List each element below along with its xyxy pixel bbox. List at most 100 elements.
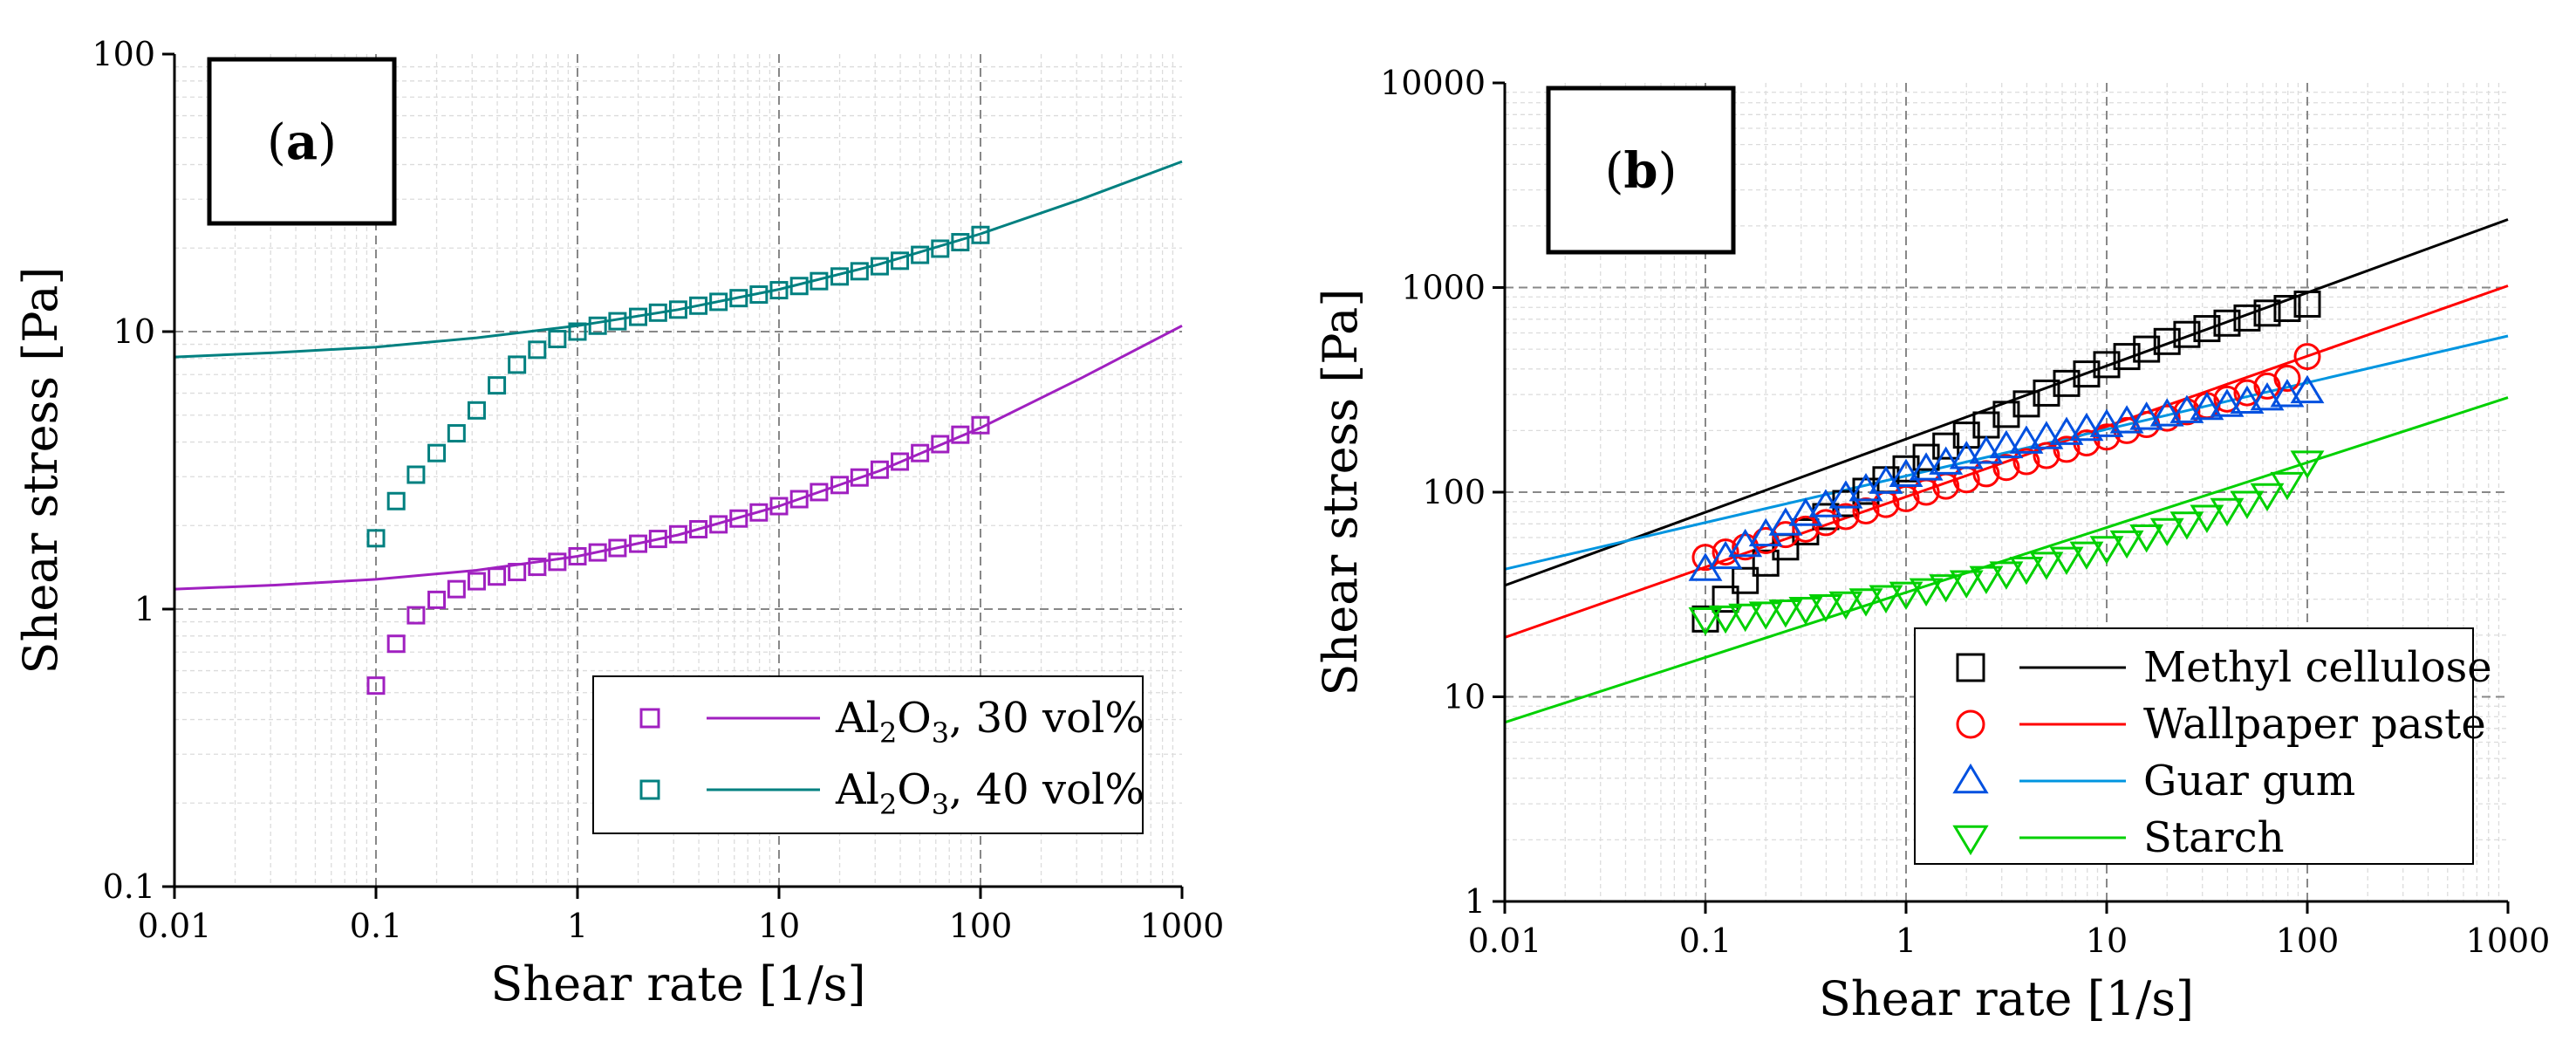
data-point [467, 401, 486, 420]
x-tick-label: 1 [567, 907, 588, 945]
data-point [2230, 490, 2265, 519]
legend-label: Starch [2143, 813, 2285, 862]
panel-label-box [207, 57, 397, 226]
data-point [911, 245, 930, 264]
x-tick-label: 100 [2276, 922, 2340, 960]
y-tick-label: 1 [134, 590, 155, 628]
data-point [2290, 374, 2325, 404]
data-point [2169, 511, 2204, 540]
data-point [648, 530, 667, 549]
data-point [2029, 552, 2064, 580]
data-point [2190, 504, 2224, 533]
data-point [830, 476, 850, 495]
data-point [2290, 450, 2325, 479]
legend-entry: Guar gum [1952, 757, 2355, 805]
fit-line-2 [1504, 284, 2509, 639]
data-point [709, 292, 728, 312]
data-point [810, 271, 829, 291]
legend-entry: Wallpaper paste [1956, 700, 2486, 749]
x-tick-label: 1 [1896, 922, 1917, 960]
x-tick-label: 0.01 [138, 907, 212, 945]
data-point [1949, 441, 1984, 469]
data-point [1869, 585, 1903, 613]
legend-marker [1952, 763, 1989, 794]
data-point [729, 289, 748, 308]
data-point [608, 538, 627, 558]
data-point [548, 330, 567, 349]
data-point [1708, 605, 1743, 634]
series-4-points [1688, 450, 2325, 636]
data-point [528, 558, 547, 577]
data-point [2029, 421, 2064, 449]
data-point [749, 285, 769, 305]
data-point [2250, 381, 2285, 411]
data-point [2293, 343, 2321, 371]
data-point [729, 509, 748, 528]
data-point [2009, 556, 2044, 586]
y-tick-label: 100 [1422, 473, 1486, 511]
fit-line-2 [174, 160, 1183, 359]
data-point [789, 490, 809, 509]
panel-label: (b) [1605, 142, 1677, 200]
data-point [2149, 517, 2184, 547]
data-point [2049, 546, 2084, 576]
legend-marker [639, 779, 660, 800]
data-point [366, 529, 386, 548]
data-point [2190, 391, 2224, 421]
data-point [2093, 351, 2121, 379]
data-point [588, 543, 607, 562]
data-point [749, 503, 769, 522]
data-point [548, 552, 567, 572]
x-tick-label: 1000 [1140, 907, 1225, 945]
data-point [870, 257, 889, 276]
data-point [951, 425, 970, 444]
data-point [951, 233, 970, 252]
data-point [2012, 390, 2040, 418]
panel-label-box [1546, 86, 1736, 255]
data-point [2049, 416, 2084, 445]
series-1-points [1691, 290, 2321, 633]
y-axis-label: Shear stress [Pa] [1313, 289, 1368, 696]
data-point [467, 572, 486, 591]
legend-entry: Al2O3, 40 vol% [639, 765, 1145, 821]
data-point [2033, 442, 2060, 469]
data-point [2210, 388, 2245, 417]
data-point [2293, 290, 2321, 318]
data-point [2033, 379, 2060, 407]
data-point [366, 676, 386, 695]
data-point [850, 262, 869, 281]
data-point [2069, 541, 2104, 570]
data-point [2193, 315, 2221, 343]
data-point [1812, 509, 1840, 537]
data-point [2213, 309, 2241, 337]
data-point [2270, 379, 2305, 408]
y-tick-label: 1 [1465, 882, 1486, 921]
data-point [850, 468, 869, 487]
data-point [488, 376, 507, 395]
data-point [1992, 454, 2020, 482]
x-tick-label: 1000 [2466, 922, 2551, 960]
data-point [2250, 483, 2285, 512]
data-point [891, 251, 910, 271]
data-point [2253, 299, 2281, 327]
legend-marker [1952, 825, 1989, 856]
legend: Al2O3, 30 vol% Al2O3, 40 vol% [592, 675, 1145, 834]
data-point [608, 312, 627, 331]
legend-label: Methyl cellulose [2143, 643, 2492, 692]
legend-marker [639, 708, 660, 729]
series-3-points [1688, 374, 2325, 581]
x-tick-label: 0.1 [1679, 922, 1732, 960]
data-point [2133, 335, 2161, 363]
data-point [1989, 561, 2024, 590]
data-point [2089, 408, 2124, 437]
data-point [709, 515, 728, 534]
data-point [386, 491, 406, 510]
data-point [1712, 586, 1739, 613]
data-point [1732, 566, 1759, 594]
data-point [427, 590, 447, 609]
data-point [2009, 425, 2044, 454]
data-point [508, 563, 527, 582]
data-point [568, 546, 587, 565]
data-point [1768, 600, 1803, 628]
